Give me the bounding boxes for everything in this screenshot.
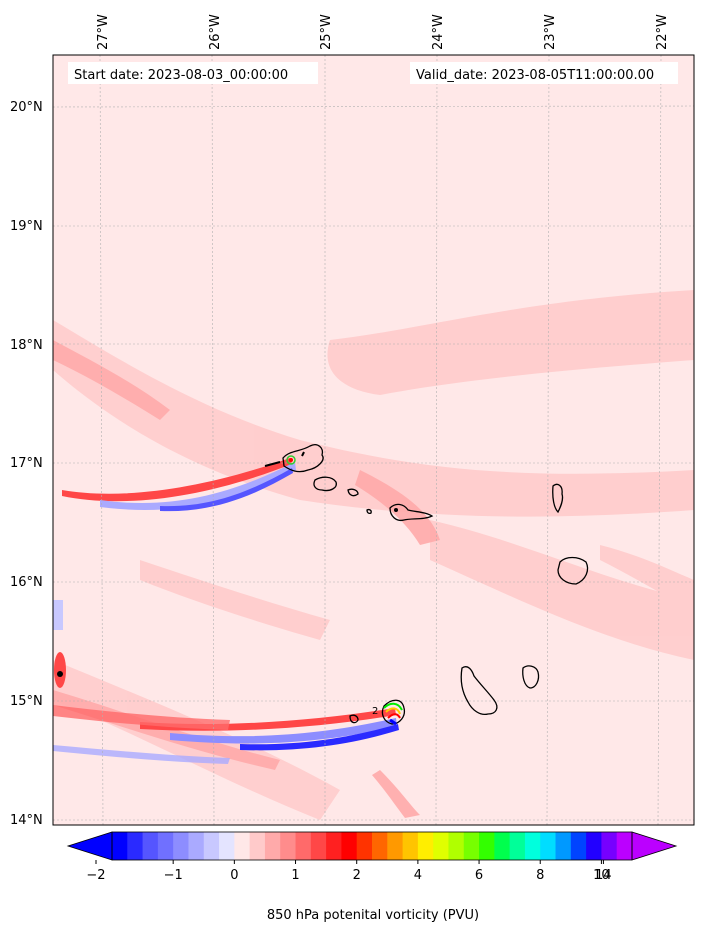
lon-label-24w: 24°W bbox=[431, 14, 446, 50]
colorbar-swatch bbox=[479, 832, 495, 860]
colorbar-frame bbox=[111, 831, 633, 861]
island-santo-antao bbox=[282, 444, 324, 473]
colorbar-tick-label: 8 bbox=[536, 868, 544, 883]
colorbar-title: 850 hPa potenital vorticity (PVU) bbox=[267, 908, 479, 923]
colorbar-swatch bbox=[448, 832, 465, 860]
colorbar-max-extend bbox=[631, 831, 678, 861]
colorbar-swatch bbox=[570, 832, 587, 860]
colorbar-swatch bbox=[463, 832, 480, 860]
colorbar-tick-label: 1 bbox=[291, 868, 299, 883]
lat-label-14n: 14°N bbox=[10, 813, 43, 828]
valid-date-label: Valid_date: 2023-08-05T11:00:00.00 bbox=[416, 68, 654, 83]
island-maio bbox=[522, 665, 540, 689]
west-edge-anomaly bbox=[54, 652, 66, 688]
colorbar-swatch bbox=[264, 832, 281, 860]
lon-label-26w: 26°W bbox=[208, 14, 223, 50]
colorbar-swatch bbox=[540, 832, 557, 860]
colorbar-min-extend bbox=[66, 831, 113, 861]
colorbar-swatch bbox=[372, 832, 388, 860]
colorbar-tick-label: 2 bbox=[353, 868, 361, 883]
colorbar-swatch bbox=[555, 832, 572, 860]
colorbar-swatch bbox=[249, 832, 266, 860]
colorbar-swatch bbox=[157, 832, 174, 860]
colorbar-segments bbox=[112, 832, 633, 860]
colorbar-tick-label: 6 bbox=[475, 868, 483, 883]
colorbar-swatch bbox=[402, 832, 419, 860]
gridlines bbox=[52, 54, 695, 826]
colorbar-swatch bbox=[326, 832, 342, 860]
colorbar-swatch bbox=[188, 832, 205, 860]
island-brava bbox=[349, 714, 359, 724]
contour-label: 2 bbox=[372, 706, 378, 717]
colorbar-swatch bbox=[173, 832, 189, 860]
lat-label-17n: 17°N bbox=[10, 456, 43, 471]
colorbar-swatch bbox=[433, 832, 449, 860]
colorbar-swatch bbox=[494, 832, 511, 860]
colorbar-swatch bbox=[234, 832, 251, 860]
island-sao-nicolau bbox=[389, 503, 434, 522]
colorbar-swatch bbox=[203, 832, 220, 860]
colorbar-swatch bbox=[295, 832, 312, 860]
colorbar-swatch bbox=[112, 832, 128, 860]
shear-line-north bbox=[62, 458, 296, 512]
island-santiago bbox=[460, 666, 498, 716]
map-frame bbox=[52, 54, 695, 826]
shear-line-south bbox=[53, 705, 399, 764]
coastlines bbox=[282, 444, 589, 725]
longitude-labels: 27°W 26°W 25°W 24°W 23°W 22°W bbox=[96, 14, 670, 50]
colorbar-tick-label: −1 bbox=[164, 868, 183, 883]
island-fogo bbox=[381, 699, 406, 725]
start-date-label: Start date: 2023-08-03_00:00:00 bbox=[74, 68, 288, 83]
lon-label-25w: 25°W bbox=[319, 14, 334, 50]
colorbar-swatch bbox=[586, 832, 602, 860]
colorbar-swatch bbox=[524, 832, 541, 860]
lat-label-19n: 19°N bbox=[10, 219, 43, 234]
island-boa-vista bbox=[557, 556, 589, 585]
colorbar-swatch bbox=[616, 832, 633, 860]
colorbar-swatch bbox=[509, 832, 526, 860]
lon-label-27w: 27°W bbox=[96, 14, 111, 50]
header: Start date: 2023-08-03_00:00:00 Valid_da… bbox=[68, 62, 678, 84]
colorbar-swatch bbox=[280, 832, 297, 860]
lat-label-18n: 18°N bbox=[10, 338, 43, 353]
lon-label-22w: 22°W bbox=[655, 14, 670, 50]
colorbar-tick-label: 10 bbox=[593, 868, 610, 883]
colorbar-tick-label: 0 bbox=[230, 868, 238, 883]
colorbar-swatch bbox=[417, 832, 434, 860]
colorbar-swatch bbox=[219, 832, 235, 860]
colorbar-swatch bbox=[356, 832, 373, 860]
island-santa-luzia bbox=[347, 488, 359, 497]
lat-label-16n: 16°N bbox=[10, 575, 43, 590]
map-panel: 2 bbox=[52, 54, 695, 826]
colorbar-tick-label: −2 bbox=[86, 868, 105, 883]
lat-label-15n: 15°N bbox=[10, 694, 43, 709]
colorbar-swatch bbox=[310, 832, 327, 860]
latitude-labels: 20°N 19°N 18°N 17°N 16°N 15°N 14°N bbox=[10, 100, 43, 828]
island-pv-features: 2 bbox=[264, 451, 403, 726]
colorbar-tick-label: 4 bbox=[414, 868, 422, 883]
colorbar-swatch bbox=[601, 832, 618, 860]
island-sao-vicente bbox=[313, 476, 337, 492]
colorbar-tick-label: 14 bbox=[595, 868, 612, 883]
colorbar-swatch bbox=[341, 832, 358, 860]
colorbar-swatch bbox=[127, 832, 144, 860]
lat-label-20n: 20°N bbox=[10, 100, 43, 115]
colorbar-swatch bbox=[142, 832, 159, 860]
lon-label-23w: 23°W bbox=[543, 14, 558, 50]
island-sal bbox=[552, 483, 564, 514]
colorbar-swatch bbox=[387, 832, 404, 860]
